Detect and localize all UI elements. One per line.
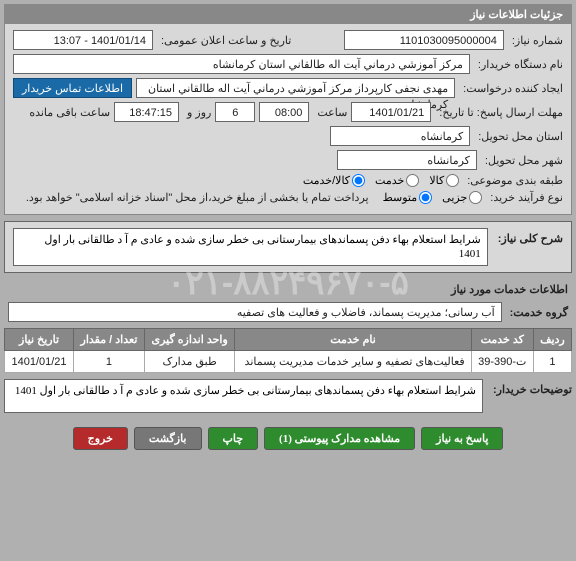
general-desc-label: شرح کلی نیاز: (494, 228, 563, 245)
buy-partial-option[interactable]: جزیی (442, 191, 482, 204)
back-button[interactable]: بازگشت (134, 427, 202, 450)
print-button[interactable]: چاپ (208, 427, 259, 450)
cell-row: 1 (533, 351, 571, 373)
cell-date: 1401/01/21 (5, 351, 74, 373)
col-code: کد خدمت (471, 329, 533, 351)
province-field: کرمانشاه (330, 126, 470, 146)
cat-service-radio[interactable] (406, 174, 419, 187)
service-group-label: گروه خدمت: (506, 306, 568, 319)
col-row: ردیف (533, 329, 571, 351)
category-label: طبقه بندی موضوعی: (463, 174, 563, 187)
buy-medium-option[interactable]: متوسط (383, 191, 433, 204)
buy-note: پرداخت تمام یا بخشی از مبلغ خرید،از محل … (26, 191, 369, 204)
cat-service-label: خدمت (375, 174, 404, 187)
cell-name: فعالیت‌های تصفیه و سایر خدمات مدیریت پسم… (235, 351, 471, 373)
cat-goods-radio[interactable] (446, 174, 459, 187)
col-qty: تعداد / مقدار (74, 329, 145, 351)
buy-partial-radio[interactable] (469, 191, 482, 204)
exit-button[interactable]: خروج (73, 427, 128, 450)
buyer-org-field: مرکز آموزشي درماني آیت اله طالقاني استان… (13, 54, 470, 74)
remain-label: ساعت باقی مانده (29, 106, 110, 119)
button-bar: پاسخ به نیاز مشاهده مدارک پیوستی (1) چاپ… (0, 419, 576, 458)
cell-qty: 1 (74, 351, 145, 373)
cat-both-label: کالا/خدمت (303, 174, 350, 187)
cell-unit: طبق مدارک (144, 351, 235, 373)
cat-both-option[interactable]: کالا/خدمت (303, 174, 365, 187)
col-name: نام خدمت (235, 329, 471, 351)
buyer-desc-label: توضیحات خریدار: (489, 379, 572, 396)
col-unit: واحد اندازه گیری (144, 329, 235, 351)
need-no-label: شماره نیاز: (508, 34, 563, 47)
days-label: روز و (183, 106, 211, 119)
buy-medium-radio[interactable] (419, 191, 432, 204)
announce-field: 1401/01/14 - 13:07 (13, 30, 153, 50)
attachments-button[interactable]: مشاهده مدارک پیوستی (1) (264, 427, 415, 450)
buy-type-radio-group: جزیی متوسط (383, 191, 483, 204)
col-date: تاریخ نیاز (5, 329, 74, 351)
cat-goods-option[interactable]: کالا (429, 174, 459, 187)
days-field: 6 (215, 102, 255, 122)
buy-type-label: نوع فرآیند خرید: (486, 191, 563, 204)
remain-time-field: 18:47:15 (114, 102, 179, 122)
services-table: ردیف کد خدمت نام خدمت واحد اندازه گیری ت… (4, 328, 572, 373)
services-section-title: اطلاعات خدمات مورد نیاز (0, 279, 576, 300)
province-label: استان محل تحویل: (474, 130, 563, 143)
requester-field: مهدی نجفی کارپرداز مرکز آموزشي درماني آی… (136, 78, 455, 98)
cell-code: ت-390-39 (471, 351, 533, 373)
city-label: شهر محل تحویل: (481, 154, 563, 167)
cat-service-option[interactable]: خدمت (375, 174, 419, 187)
cat-goods-label: کالا (429, 174, 444, 187)
deadline-date-field: 1401/01/21 (351, 102, 431, 122)
buy-partial-label: جزیی (442, 191, 467, 204)
buy-medium-label: متوسط (383, 191, 418, 204)
need-no-field: 1101030095000004 (344, 30, 504, 50)
general-desc-fieldset: شرح کلی نیاز: شرایط استعلام بهاء دفن پسم… (4, 221, 572, 273)
buyer-org-label: نام دستگاه خریدار: (474, 58, 563, 71)
buyer-desc-text: شرایط استعلام بهاء دفن پسماندهای بیمارست… (4, 379, 483, 413)
announce-label: تاریخ و ساعت اعلان عمومی: (157, 34, 291, 47)
deadline-label: مهلت ارسال پاسخ: تا تاریخ: (435, 106, 563, 119)
city-field: کرمانشاه (337, 150, 477, 170)
contact-info-button[interactable]: اطلاعات تماس خریدار (13, 78, 132, 98)
deadline-time-field: 08:00 (259, 102, 309, 122)
service-group-field: آب رسانی؛ مدیریت پسماند، فاضلاب و فعالیت… (8, 302, 502, 322)
time-label: ساعت (313, 106, 347, 119)
table-row[interactable]: 1 ت-390-39 فعالیت‌های تصفیه و سایر خدمات… (5, 351, 572, 373)
respond-button[interactable]: پاسخ به نیاز (421, 427, 503, 450)
panel-title: جزئیات اطلاعات نیاز (5, 5, 571, 24)
category-radio-group: کالا خدمت کالا/خدمت (303, 174, 459, 187)
need-info-panel: جزئیات اطلاعات نیاز شماره نیاز: 11010300… (4, 4, 572, 215)
requester-label: ایجاد کننده درخواست: (459, 82, 563, 95)
cat-both-radio[interactable] (352, 174, 365, 187)
general-desc-text: شرایط استعلام بهاء دفن پسماندهای بیمارست… (13, 228, 488, 266)
